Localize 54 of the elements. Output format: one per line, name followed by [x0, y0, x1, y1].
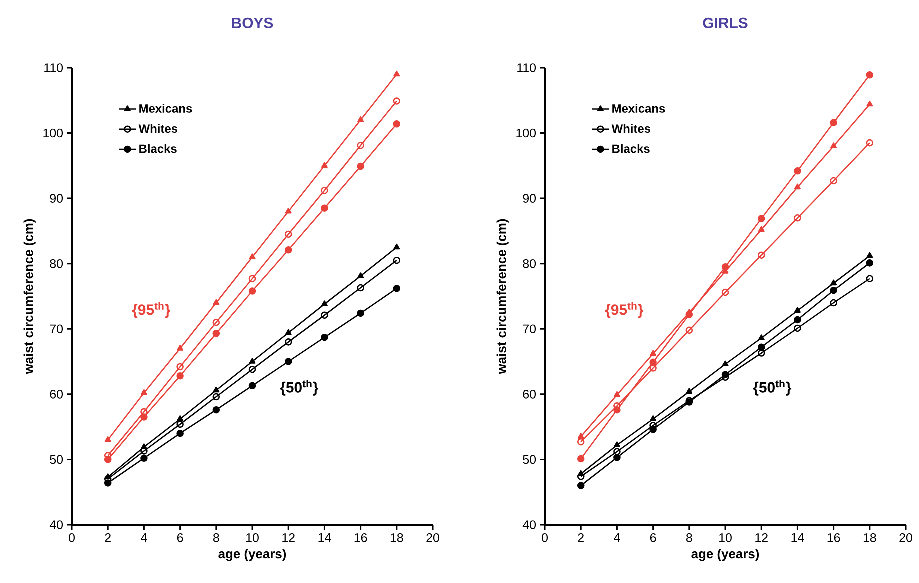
x-axis-title: age (years)	[692, 549, 760, 562]
x-tick-label: 2	[105, 533, 111, 542]
annotation: {95$^{th}$}	[132, 302, 171, 318]
y-tick-label: 100	[44, 128, 64, 138]
y-tick-label: 80	[523, 259, 536, 268]
legend-label: Whites	[138, 124, 178, 134]
chart-title: BOYS	[232, 18, 274, 28]
annotation: {50$^{th}$}	[753, 380, 792, 396]
annotation: {95$^{th}$}	[605, 302, 644, 318]
y-tick-label: 70	[523, 324, 536, 334]
x-tick-label: 20	[426, 533, 440, 542]
x-tick-label: 10	[720, 533, 732, 542]
y-tick-label: 110	[518, 64, 536, 72]
legend-label: Whites	[612, 124, 651, 134]
x-tick-label: 16	[354, 533, 368, 542]
y-tick-label: 80	[50, 259, 64, 268]
x-tick-label: 20	[900, 533, 912, 542]
y-tick-label: 50	[523, 455, 536, 464]
x-tick-label: 16	[828, 533, 840, 542]
y-tick-label: 60	[523, 390, 536, 399]
x-tick-label: 0	[69, 533, 75, 542]
legend-label: Mexicans	[612, 104, 666, 113]
y-tick-label: 100	[516, 128, 536, 138]
y-tick-label: 50	[50, 455, 64, 464]
legend-label: Blacks	[140, 144, 177, 154]
x-tick-label: 0	[542, 533, 548, 542]
y-tick-label: 40	[50, 520, 64, 530]
y-tick-label: 90	[50, 194, 64, 203]
y-tick-label: 110	[44, 64, 64, 72]
x-tick-label: 14	[318, 533, 332, 542]
x-axis-title: age (years)	[218, 549, 286, 562]
y-axis-title: waist circumference (cm)	[24, 219, 36, 374]
y-axis-title: waist circumference (cm)	[496, 219, 509, 374]
x-tick-label: 8	[686, 533, 692, 542]
x-tick-label: 8	[213, 533, 220, 542]
y-tick-label: 90	[523, 194, 536, 203]
x-tick-label: 6	[177, 533, 184, 542]
y-tick-label: 70	[50, 324, 64, 334]
x-tick-label: 18	[390, 533, 404, 542]
x-tick-label: 18	[864, 533, 876, 542]
chart-title: GIRLS	[703, 18, 748, 28]
x-tick-label: 2	[578, 533, 584, 542]
x-tick-label: 10	[246, 533, 259, 542]
legend-label: Blacks	[612, 144, 650, 154]
y-tick-label: 60	[50, 390, 64, 399]
annotation: {50$^{th}$}	[280, 380, 319, 396]
x-tick-label: 12	[282, 533, 295, 542]
x-tick-label: 12	[756, 533, 768, 542]
y-tick-label: 40	[522, 520, 536, 530]
x-tick-label: 6	[650, 533, 656, 542]
legend-label: Mexicans	[140, 104, 192, 113]
x-tick-label: 4	[141, 533, 148, 542]
x-tick-label: 4	[614, 533, 620, 542]
x-tick-label: 14	[792, 533, 804, 542]
